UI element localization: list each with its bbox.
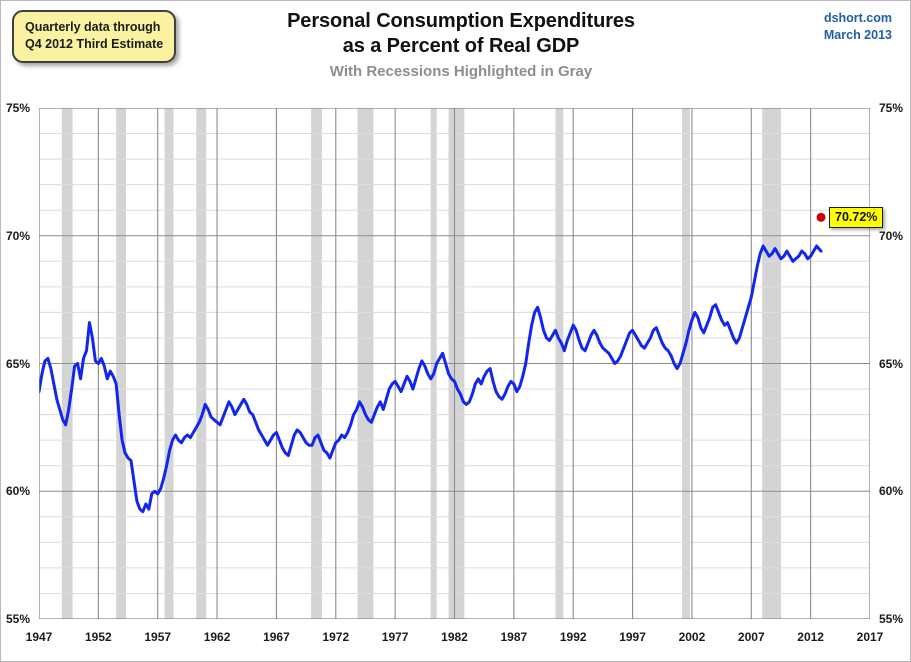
chart-title-line-1: Personal Consumption Expenditures [287,10,635,32]
chart-title-block: Personal Consumption Expenditures as a P… [181,9,741,83]
x-axis-tick-label: 2002 [678,630,706,644]
last-point-marker [816,212,826,222]
x-axis-tick-label: 2007 [737,630,765,644]
x-axis-tick-label: 1947 [25,630,53,644]
y-axis-tick-label-left: 75% [5,101,30,115]
x-axis-tick-label: 1952 [84,630,112,644]
y-axis-tick-label-right: 55% [879,612,904,626]
x-axis-tick-label: 1957 [144,630,172,644]
note-line-2: Q4 2012 Third Estimate [25,37,164,51]
x-axis-tick-label: 1977 [381,630,409,644]
source-attribution: dshort.com March 2013 [824,10,892,44]
x-axis-tick-label: 1987 [500,630,528,644]
x-axis-tick-label: 2017 [856,630,884,644]
x-axis-tick-label: 1967 [263,630,290,644]
y-axis-tick-label-right: 65% [879,356,904,371]
x-axis-tick-label: 2012 [797,630,824,644]
last-value-callout: 70.72% [829,207,884,229]
y-axis-tick-label-right: 60% [879,484,904,499]
x-axis-tick-label: 1972 [322,630,350,644]
source-site: dshort.com [823,11,892,25]
note-line-1: Quarterly data through [25,20,161,34]
y-axis-tick-label-left: 70% [5,228,30,243]
y-axis-tick-label-right: 75% [879,101,904,115]
y-axis-tick-label-left: 65% [5,356,30,371]
x-axis-tick-label: 1982 [441,630,468,644]
quarterly-data-note: Quarterly data through Q4 2012 Third Est… [12,10,176,63]
source-date: March 2013 [823,28,892,42]
y-axis-tick-label-left: 55% [5,612,30,626]
y-axis-tick-label-left: 60% [5,484,30,499]
x-axis-tick-label: 1992 [559,630,587,644]
x-axis-tick-label: 1997 [619,630,646,644]
x-axis-tick-label: 1962 [203,630,231,644]
chart-subtitle: With Recessions Highlighted in Gray [329,63,593,80]
chart-svg [39,108,870,619]
plot-area [39,108,870,619]
data-series-line [39,244,823,514]
chart-title-line-2: as a Percent of Real GDP [342,35,580,57]
y-axis-tick-label-right: 70% [879,228,904,243]
